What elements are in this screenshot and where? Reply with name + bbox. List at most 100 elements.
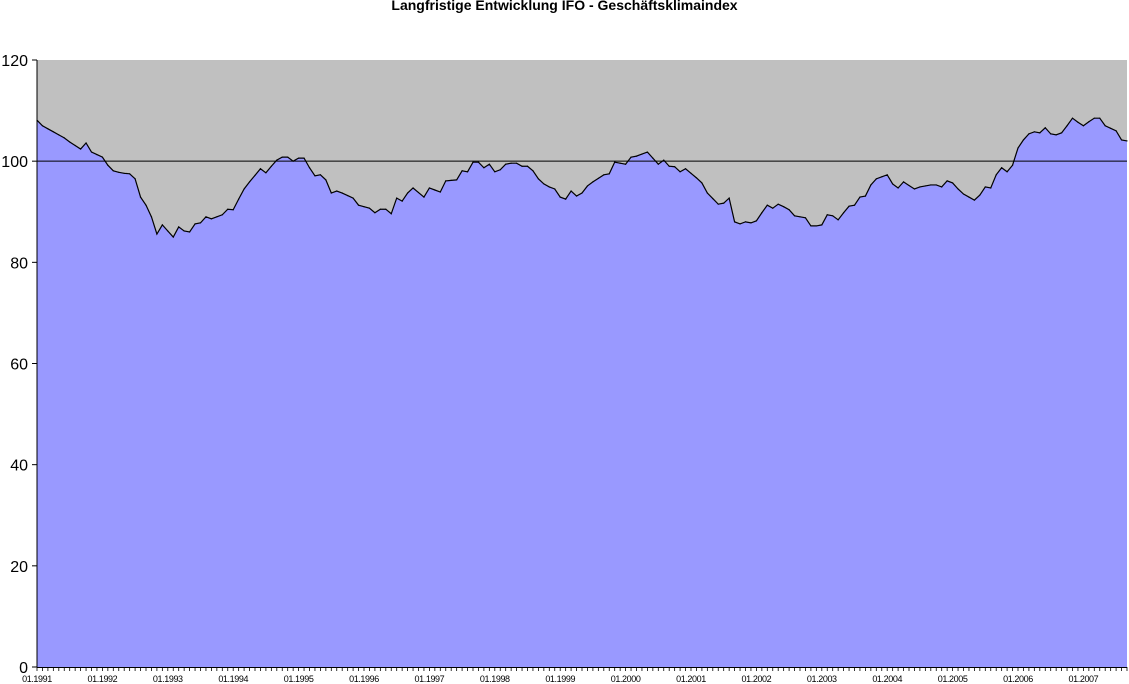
data-point: [777, 203, 779, 205]
data-point: [734, 221, 736, 223]
data-point: [892, 183, 894, 185]
data-point: [85, 142, 87, 144]
data-point: [134, 178, 136, 180]
data-point: [330, 192, 332, 194]
x-tick-label: 01.2005: [938, 674, 968, 684]
data-point: [826, 214, 828, 216]
data-point: [821, 224, 823, 226]
data-point: [210, 218, 212, 220]
data-point: [739, 223, 741, 225]
data-point: [298, 157, 300, 159]
data-point: [36, 119, 38, 121]
data-point: [80, 148, 82, 150]
data-point: [575, 195, 578, 197]
data-point: [112, 170, 114, 172]
data-point: [537, 178, 540, 180]
data-point: [875, 178, 877, 180]
data-point: [1115, 130, 1117, 132]
x-tick-label: 01.2000: [611, 674, 641, 684]
data-point: [254, 174, 256, 176]
data-point: [1066, 125, 1068, 127]
data-point: [695, 177, 698, 179]
data-point: [810, 225, 812, 227]
data-point: [363, 206, 365, 208]
data-point: [483, 167, 485, 169]
data-point: [461, 170, 463, 172]
data-point: [434, 189, 436, 191]
data-point: [287, 156, 289, 158]
x-tick-label: 01.1997: [415, 674, 445, 684]
data-point: [167, 230, 169, 232]
data-point: [870, 184, 872, 186]
data-point: [690, 172, 692, 174]
data-point: [614, 161, 616, 163]
data-point: [532, 170, 534, 172]
data-point: [194, 223, 196, 225]
data-point: [308, 167, 311, 169]
data-point: [935, 184, 937, 186]
data-point: [107, 164, 109, 166]
data-point: [74, 144, 76, 147]
data-point: [984, 186, 986, 188]
data-points: [36, 117, 1128, 238]
data-point: [401, 200, 403, 202]
data-point: [848, 205, 850, 207]
data-point: [156, 233, 158, 235]
data-point: [990, 187, 992, 189]
data-point: [1050, 133, 1052, 135]
data-point: [270, 165, 272, 167]
data-point: [314, 175, 316, 177]
data-point: [1022, 139, 1025, 141]
data-point: [586, 185, 589, 187]
data-point: [445, 180, 447, 182]
data-point: [516, 162, 518, 164]
data-point: [712, 197, 714, 200]
data-point: [657, 163, 659, 165]
data-point: [368, 207, 371, 209]
data-point: [172, 236, 174, 238]
data-point: [243, 188, 245, 190]
data-point: [1001, 167, 1003, 169]
data-point: [63, 137, 65, 139]
x-tick-label: 01.1993: [153, 674, 183, 684]
data-point: [641, 153, 643, 155]
data-point: [466, 171, 469, 173]
data-point: [597, 177, 599, 179]
data-point: [952, 182, 954, 184]
data-point: [123, 172, 125, 174]
data-point: [766, 204, 768, 206]
y-tick-label: 120: [1, 53, 28, 70]
data-point: [1071, 117, 1074, 119]
data-point: [248, 181, 251, 183]
data-point: [853, 204, 856, 206]
data-point: [679, 171, 681, 173]
data-point: [859, 196, 861, 198]
x-tick-label: 01.2003: [807, 674, 837, 684]
data-point: [886, 174, 888, 176]
data-point: [1110, 127, 1112, 129]
data-point: [161, 224, 163, 226]
data-point: [946, 180, 948, 182]
data-point: [902, 181, 905, 183]
data-point: [619, 162, 621, 164]
data-point: [913, 188, 916, 190]
data-point: [783, 206, 785, 208]
data-point: [554, 188, 556, 190]
x-tick-label: 01.1996: [349, 674, 379, 684]
data-point: [281, 156, 283, 158]
x-tick-label: 01.1991: [22, 674, 52, 684]
data-point: [178, 226, 180, 228]
data-point: [1006, 171, 1008, 173]
data-point: [510, 162, 512, 164]
data-point: [417, 191, 420, 194]
x-tick-label: 01.1995: [284, 674, 314, 684]
data-point: [897, 187, 899, 189]
data-point: [216, 216, 218, 218]
data-point: [750, 222, 752, 224]
data-point: [761, 212, 763, 214]
data-point: [799, 216, 801, 218]
axes: 0 20 40 60 80 100 120 01.1991 01.1992 01.1993 01.1…: [1, 53, 1128, 684]
data-point: [1082, 125, 1084, 127]
data-point: [199, 222, 202, 224]
